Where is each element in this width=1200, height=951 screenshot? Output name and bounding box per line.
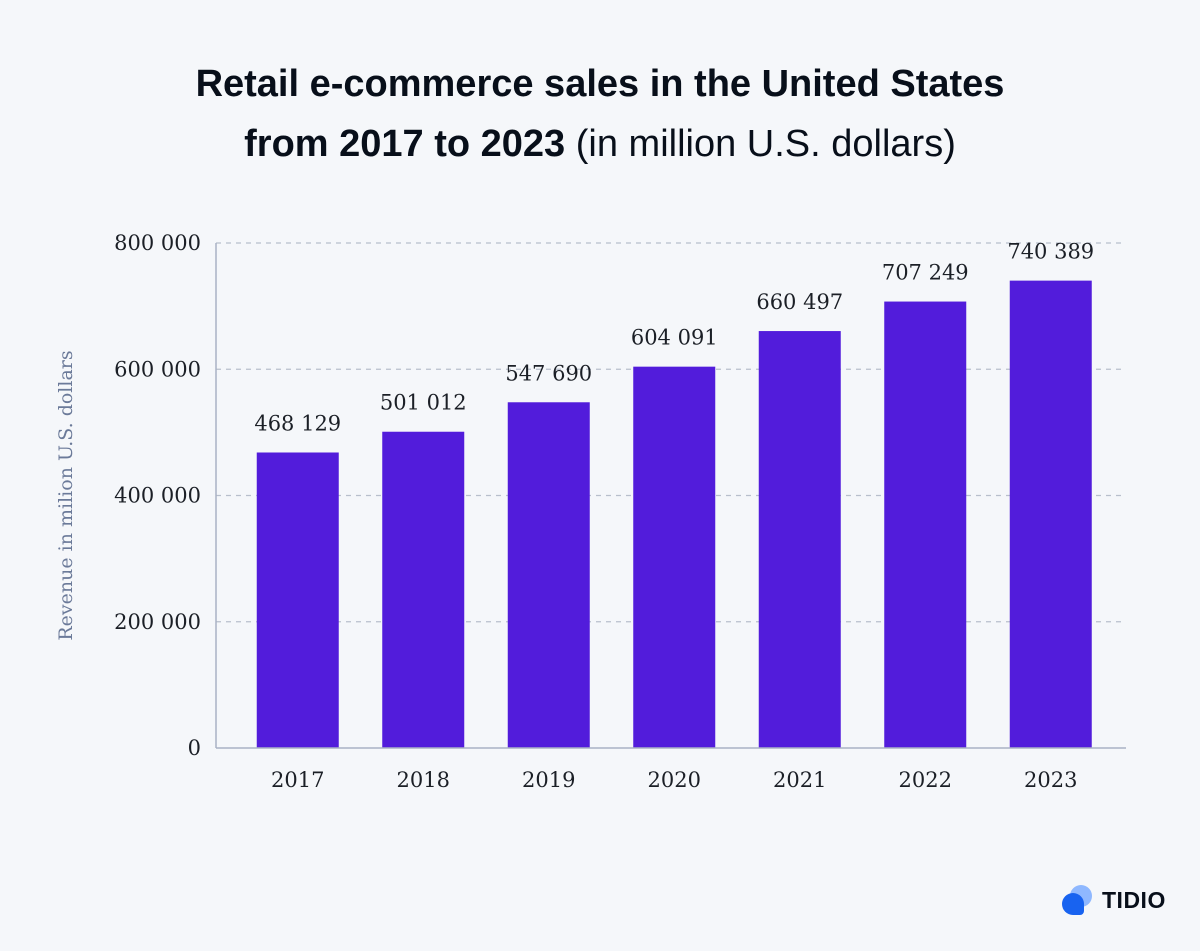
- bar: [507, 402, 590, 748]
- y-tick-label: 400 000: [114, 484, 201, 508]
- x-tick-label: 2022: [899, 768, 952, 792]
- bar: [884, 301, 967, 748]
- y-tick-label: 600 000: [114, 357, 201, 381]
- bar: [1009, 280, 1092, 748]
- chart-title-years: from 2017 to 2023: [244, 123, 566, 165]
- tidio-logo-icon: [1062, 885, 1092, 915]
- x-tick-label: 2019: [522, 768, 575, 792]
- data-label: 501 012: [380, 391, 467, 415]
- bar: [256, 452, 339, 748]
- x-tick-label: 2021: [773, 768, 826, 792]
- x-tick-label: 2018: [397, 768, 450, 792]
- chart-title-line-2: from 2017 to 2023 (in million U.S. dolla…: [0, 120, 1200, 168]
- bar: [382, 431, 465, 748]
- x-tick-label: 2023: [1024, 768, 1077, 792]
- tidio-logo: TIDIO: [1062, 883, 1166, 917]
- data-label: 547 690: [505, 361, 592, 385]
- y-tick-label: 800 000: [114, 231, 201, 255]
- y-tick-label: 0: [188, 736, 201, 760]
- bar: [758, 331, 841, 748]
- y-axis-title: Revenue in milion U.S. dollars: [55, 350, 77, 640]
- x-tick-label: 2017: [271, 768, 324, 792]
- data-label: 707 249: [882, 261, 969, 285]
- data-label: 660 497: [756, 290, 843, 314]
- chart-title-units: (in million U.S. dollars): [565, 123, 956, 165]
- data-label: 468 129: [254, 411, 341, 435]
- data-label: 740 389: [1007, 240, 1094, 264]
- bar: [633, 366, 716, 748]
- y-tick-label: 200 000: [114, 610, 201, 634]
- x-tick-label: 2020: [648, 768, 701, 792]
- data-label: 604 091: [631, 326, 718, 350]
- chart-title-line-1: Retail e-commerce sales in the United St…: [195, 63, 1005, 105]
- tidio-logo-text: TIDIO: [1102, 886, 1166, 913]
